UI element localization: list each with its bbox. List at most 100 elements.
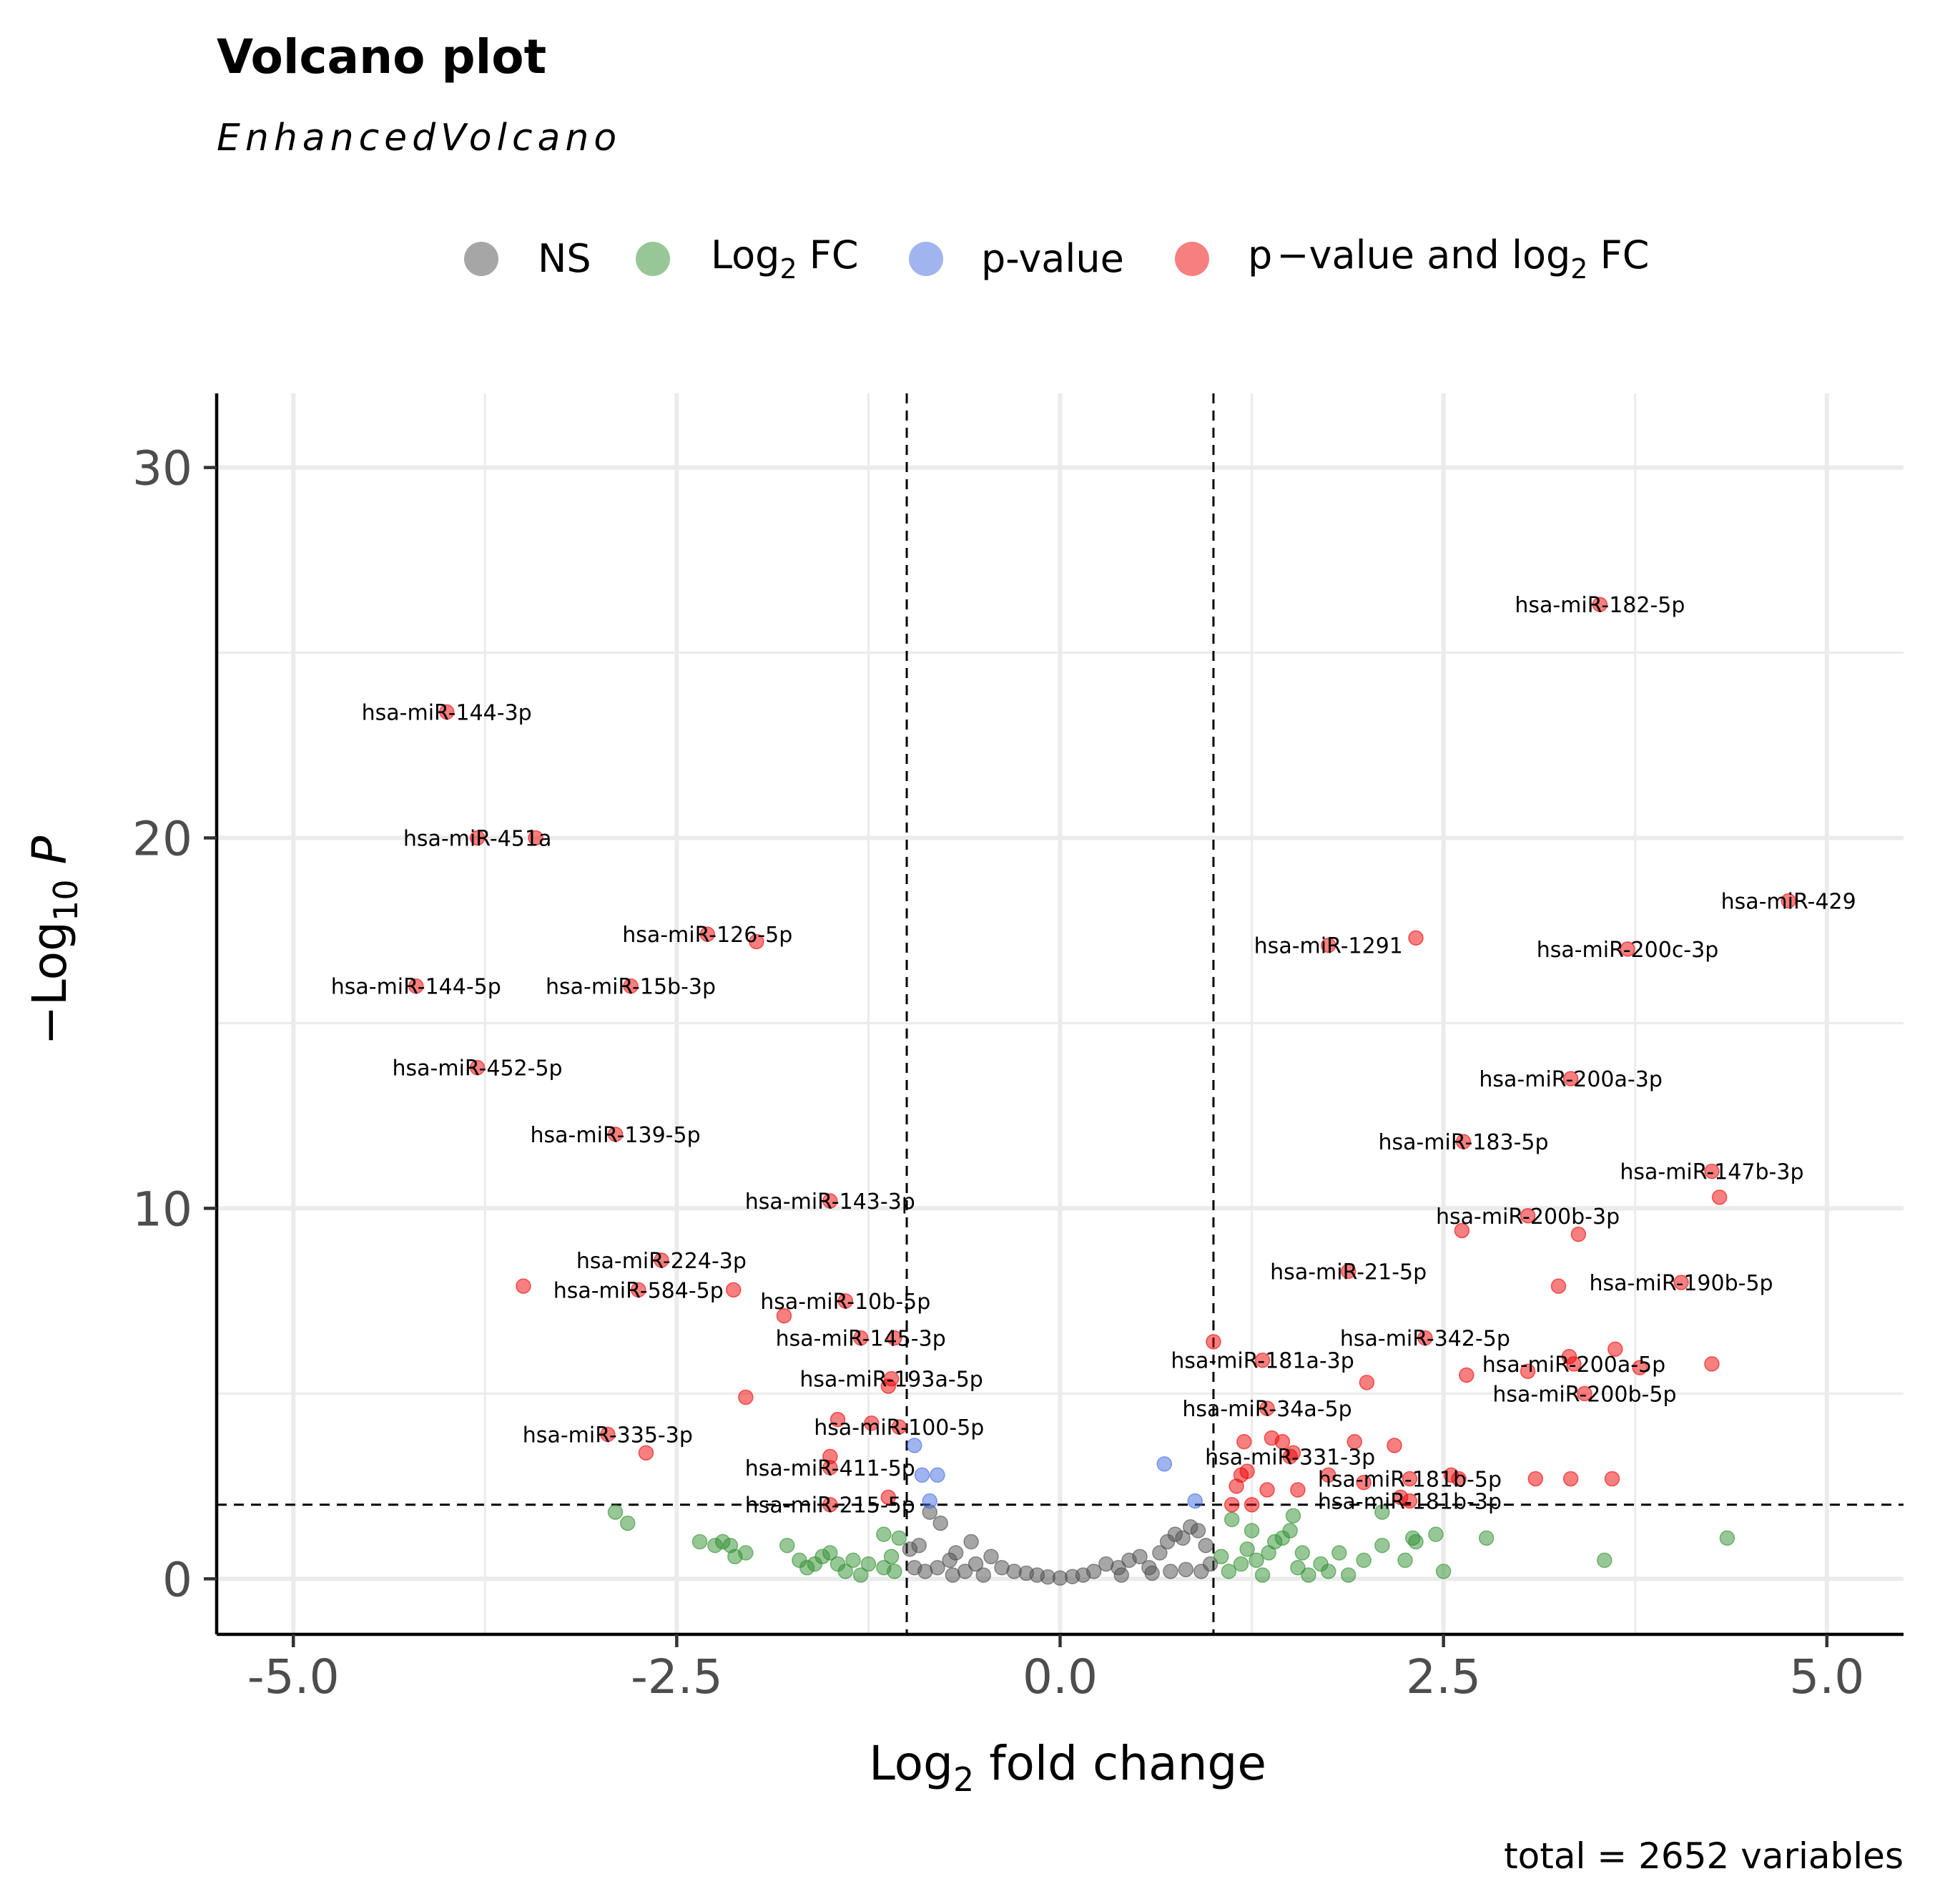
point-labeled-8 [623, 978, 639, 994]
point-label-18: hsa-miR-584-5p [553, 1278, 724, 1303]
point-label-8: hsa-miR-15b-3p [546, 975, 716, 1000]
point-labeled-3 [1781, 893, 1796, 909]
point-sig-15 [1454, 1222, 1470, 1239]
point-ns-7 [968, 1556, 984, 1572]
point-label-0: hsa-miR-182-5p [1515, 593, 1685, 618]
legend-item-fc: Log2 FC [636, 232, 859, 285]
point-labeled-7 [408, 978, 424, 994]
point-labeled-13 [1704, 1163, 1720, 1179]
point-labeled-28 [891, 1419, 907, 1435]
point-sig-29 [1346, 1433, 1363, 1450]
legend-swatch-ns [464, 242, 498, 276]
point-label-6: hsa-miR-200c-3p [1537, 938, 1719, 963]
legend-swatch-fc [636, 242, 670, 276]
point-sig-35 [1356, 1474, 1372, 1491]
point-sig-38 [1229, 1478, 1244, 1494]
point-fc-18 [860, 1556, 877, 1572]
point-label-24: hsa-miR-200a-5p [1482, 1353, 1665, 1378]
point-labeled-34 [1402, 1493, 1418, 1509]
point-ns-33 [930, 1560, 945, 1576]
point-sig-24 [1206, 1334, 1221, 1350]
point-fc-21 [891, 1530, 907, 1546]
point-fc-0 [607, 1504, 624, 1520]
point-sig-12 [880, 1489, 897, 1506]
point-sig-30 [1387, 1438, 1402, 1453]
x-tick-label-3: 2.5 [1406, 1649, 1481, 1704]
point-labeled-26 [1577, 1385, 1592, 1402]
point-ns-8 [983, 1549, 999, 1564]
point-fc-46 [1374, 1537, 1390, 1554]
point-label-34: hsa-miR-181b-3p [1318, 1490, 1502, 1515]
point-fc-52 [1478, 1530, 1495, 1546]
point-fc-36 [1285, 1508, 1301, 1524]
point-fc-16 [845, 1552, 861, 1569]
point-ns-35 [975, 1567, 992, 1583]
point-label-7: hsa-miR-144-5p [331, 975, 501, 1000]
point-labeled-19 [1673, 1275, 1689, 1290]
point-label-23: hsa-miR-181a-3p [1171, 1349, 1354, 1374]
point-pvalue-3 [922, 1493, 937, 1509]
point-label-10: hsa-miR-200a-3p [1479, 1067, 1662, 1092]
point-fc-31 [1254, 1567, 1271, 1583]
point-fc-50 [1428, 1526, 1444, 1542]
point-fc-43 [1340, 1567, 1357, 1583]
legend: NS Log2 FC p-value p −value and log2 FC [464, 232, 1649, 285]
point-ns-29 [1198, 1537, 1213, 1554]
point-ns-38 [1178, 1561, 1194, 1578]
point-sig-45 [1604, 1471, 1620, 1487]
point-sig-34 [1321, 1467, 1336, 1483]
point-label-16: hsa-miR-224-3p [576, 1249, 747, 1274]
point-sig-27 [1274, 1433, 1291, 1450]
point-label-30: hsa-miR-331-3p [1205, 1445, 1375, 1470]
point-labeled-33 [822, 1496, 838, 1513]
point-sig-5 [738, 1389, 754, 1405]
point-ns-41 [1163, 1564, 1178, 1579]
point-label-26: hsa-miR-200b-5p [1492, 1382, 1676, 1407]
point-fc-8 [779, 1537, 795, 1554]
point-fc-24 [1213, 1549, 1229, 1564]
point-label-11: hsa-miR-139-5p [531, 1123, 701, 1148]
point-label-32: hsa-miR-181b-5p [1318, 1467, 1502, 1492]
point-fc-49 [1408, 1533, 1424, 1550]
point-fc-30 [1249, 1552, 1264, 1569]
point-labeled-15 [1520, 1208, 1536, 1224]
point-label-3: hsa-miR-429 [1721, 890, 1856, 915]
point-fc-41 [1321, 1564, 1336, 1579]
point-label-2: hsa-miR-451a [403, 826, 552, 851]
y-tick-label-0: 0 [162, 1552, 192, 1607]
point-ns-3 [932, 1515, 948, 1531]
point-labeled-6 [1620, 941, 1635, 957]
x-axis-title: Log2 fold change [869, 1736, 1266, 1799]
point-labeled-1 [438, 704, 455, 720]
point-fc-35 [1282, 1523, 1298, 1539]
point-label-28: hsa-miR-100-5p [814, 1415, 984, 1441]
axes: -5.0 -2.5 0.0 2.5 5.0 0 10 20 30 [132, 393, 1904, 1704]
point-ns-39 [1193, 1564, 1209, 1579]
point-ns-23 [1152, 1545, 1168, 1561]
point-sig-18 [1607, 1341, 1623, 1357]
point-fc-25 [1221, 1564, 1237, 1579]
point-sig-17 [1550, 1278, 1567, 1294]
point-sig-2 [749, 933, 764, 950]
point-ns-1 [911, 1537, 927, 1554]
point-sig-6 [638, 1445, 654, 1461]
point-sig-1 [528, 830, 543, 846]
chart-caption: total = 2652 variables [1504, 1835, 1904, 1877]
point-sig-21 [1520, 1363, 1536, 1380]
point-labeled-11 [607, 1127, 624, 1142]
legend-swatch-fc-p [1175, 242, 1209, 276]
point-ns-26 [1175, 1530, 1191, 1546]
point-fc-54 [1719, 1530, 1735, 1546]
point-fc-13 [822, 1545, 838, 1561]
point-label-20: hsa-miR-10b-5p [760, 1290, 930, 1315]
point-pvalue-4 [1156, 1456, 1173, 1472]
point-pvalue-5 [1187, 1493, 1203, 1509]
point-labeled-29 [600, 1426, 616, 1443]
point-fc-47 [1397, 1552, 1413, 1569]
x-tick-label-0: -5.0 [247, 1649, 340, 1704]
point-label-19: hsa-miR-190b-5p [1589, 1271, 1773, 1296]
point-label-27: hsa-miR-34a-5p [1182, 1397, 1351, 1422]
point-label-14: hsa-miR-143-3p [745, 1189, 915, 1214]
y-tick-label-1: 10 [132, 1182, 192, 1237]
